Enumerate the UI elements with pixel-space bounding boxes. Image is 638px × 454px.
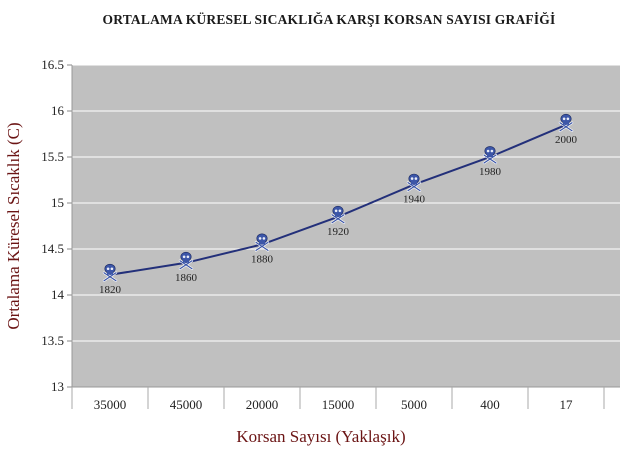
y-axis-ticks: 13 13.5 14 14.5 15 15.5 16 16.5 xyxy=(41,57,72,394)
data-label: 1820 xyxy=(99,284,122,296)
data-label: 1940 xyxy=(403,194,426,206)
x-tick-label: 15000 xyxy=(322,397,355,412)
y-tick-label: 14.5 xyxy=(41,241,64,256)
y-tick-label: 13 xyxy=(51,379,64,394)
y-tick-label: 13.5 xyxy=(41,333,64,348)
skull-crossbones-icon xyxy=(406,173,422,192)
chart-title: ORTALAMA KÜRESEL SICAKLIĞA KARŞI KORSAN … xyxy=(103,12,556,27)
data-label: 1980 xyxy=(479,166,502,178)
skull-crossbones-icon xyxy=(482,146,498,165)
x-tick-label: 45000 xyxy=(170,397,203,412)
x-tick-label: 17 xyxy=(560,397,574,412)
data-label: 1920 xyxy=(327,226,350,238)
y-tick-label: 16.5 xyxy=(41,57,64,72)
y-tick-label: 15.5 xyxy=(41,149,64,164)
x-tick-label: 20000 xyxy=(246,397,279,412)
data-label: 1860 xyxy=(175,272,198,284)
skull-crossbones-icon xyxy=(330,205,346,225)
x-tick-label: 5000 xyxy=(401,397,427,412)
x-axis-label: Korsan Sayısı (Yaklaşık) xyxy=(236,427,405,446)
x-tick-label: 35000 xyxy=(94,397,127,412)
skull-crossbones-icon xyxy=(178,251,194,270)
data-label: 1880 xyxy=(251,253,274,265)
skull-crossbones-icon xyxy=(254,233,270,252)
y-axis-label: Ortalama Küresel Sıcaklık (C) xyxy=(4,122,23,329)
data-label: 2000 xyxy=(555,134,578,146)
plot-area xyxy=(72,65,620,387)
skull-crossbones-icon xyxy=(558,113,574,133)
y-tick-label: 16 xyxy=(51,103,65,118)
y-tick-label: 15 xyxy=(51,195,64,210)
x-axis: 35000 45000 20000 15000 5000 400 17 xyxy=(71,65,620,412)
y-tick-label: 14 xyxy=(51,287,65,302)
skull-crossbones-icon xyxy=(102,263,118,282)
x-tick-label: 400 xyxy=(480,397,500,412)
data-series: 1820 1860 1880 1920 1940 1980 2000 xyxy=(99,113,578,296)
